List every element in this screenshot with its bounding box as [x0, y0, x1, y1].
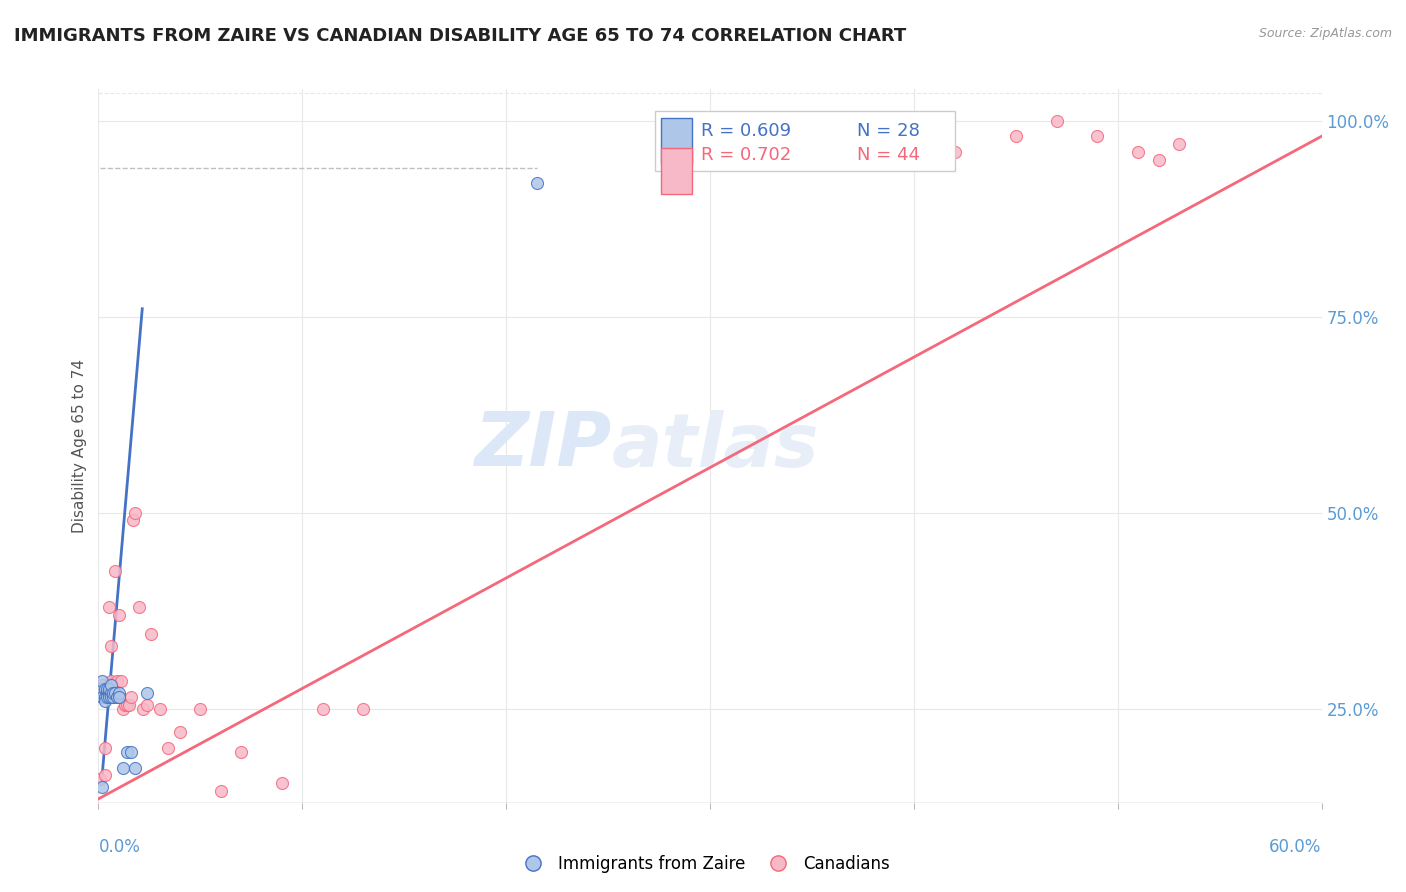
Point	[1085, 129, 1108, 144]
Point	[101, 690, 124, 704]
Point	[115, 698, 138, 712]
Point	[128, 599, 150, 614]
Point	[101, 690, 124, 704]
Point	[108, 690, 131, 704]
Point	[105, 674, 128, 689]
Point	[93, 682, 115, 697]
Point	[100, 686, 122, 700]
Point	[97, 686, 120, 700]
Point	[97, 682, 120, 697]
Point	[91, 674, 114, 689]
Point	[101, 686, 124, 700]
Point	[120, 690, 142, 704]
Point	[118, 698, 141, 712]
FancyBboxPatch shape	[661, 118, 692, 164]
Point	[91, 780, 114, 794]
Point	[97, 599, 120, 614]
Legend: Immigrants from Zaire, Canadians: Immigrants from Zaire, Canadians	[509, 848, 897, 880]
Point	[93, 694, 115, 708]
Point	[93, 690, 115, 704]
Point	[96, 690, 118, 704]
Point	[108, 607, 131, 622]
Point	[136, 698, 159, 712]
Point	[111, 702, 134, 716]
Point	[312, 702, 335, 716]
Point	[91, 690, 114, 704]
Text: R = 0.609: R = 0.609	[702, 121, 792, 139]
Point	[115, 745, 138, 759]
Point	[124, 506, 146, 520]
Text: R = 0.702: R = 0.702	[702, 146, 792, 164]
Point	[104, 686, 127, 700]
Text: N = 44: N = 44	[856, 146, 920, 164]
Text: 0.0%: 0.0%	[98, 838, 141, 856]
Point	[454, 855, 477, 869]
Text: IMMIGRANTS FROM ZAIRE VS CANADIAN DISABILITY AGE 65 TO 74 CORRELATION CHART: IMMIGRANTS FROM ZAIRE VS CANADIAN DISABI…	[14, 27, 907, 45]
Point	[526, 176, 548, 190]
Point	[110, 674, 132, 689]
Point	[352, 702, 374, 716]
Point	[209, 784, 232, 798]
Point	[114, 698, 136, 712]
FancyBboxPatch shape	[655, 111, 955, 171]
Point	[270, 776, 294, 790]
Point	[97, 686, 120, 700]
Point	[96, 686, 118, 700]
Point	[120, 745, 142, 759]
Point	[93, 740, 115, 755]
Point	[132, 702, 155, 716]
Point	[1147, 153, 1170, 167]
Point	[104, 565, 127, 579]
Point	[100, 678, 122, 692]
Point	[108, 686, 131, 700]
Point	[1128, 145, 1150, 159]
Point	[96, 682, 118, 697]
Point	[91, 678, 114, 692]
Point	[93, 768, 115, 782]
Point	[943, 145, 966, 159]
Point	[108, 690, 131, 704]
Point	[100, 690, 122, 704]
Point	[1045, 113, 1069, 128]
Point	[1004, 129, 1026, 144]
Point	[149, 702, 172, 716]
Point	[231, 745, 253, 759]
Point	[96, 686, 118, 700]
Text: 60.0%: 60.0%	[1270, 838, 1322, 856]
Point	[124, 760, 146, 774]
Point	[136, 686, 159, 700]
Point	[141, 627, 163, 641]
Point	[100, 639, 122, 653]
Text: Source: ZipAtlas.com: Source: ZipAtlas.com	[1258, 27, 1392, 40]
Point	[156, 740, 179, 755]
Text: atlas: atlas	[612, 409, 820, 483]
Y-axis label: Disability Age 65 to 74: Disability Age 65 to 74	[72, 359, 87, 533]
Point	[111, 760, 134, 774]
Point	[100, 674, 122, 689]
Point	[97, 690, 120, 704]
Text: N = 28: N = 28	[856, 121, 920, 139]
Text: ZIP: ZIP	[475, 409, 612, 483]
Point	[104, 686, 127, 700]
Point	[122, 514, 145, 528]
FancyBboxPatch shape	[661, 148, 692, 194]
Point	[1167, 137, 1189, 152]
Point	[89, 682, 111, 697]
Point	[169, 725, 191, 739]
Point	[188, 702, 212, 716]
Point	[105, 690, 128, 704]
Point	[89, 772, 111, 787]
